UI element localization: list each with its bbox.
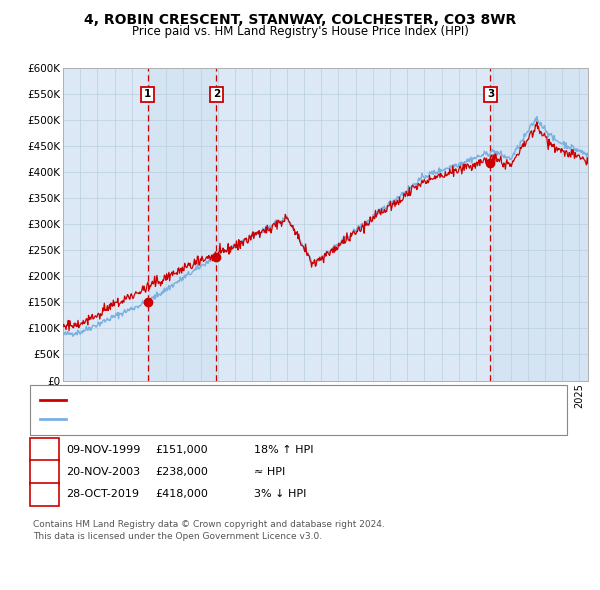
Text: 28-OCT-2019: 28-OCT-2019	[67, 490, 140, 499]
Text: HPI: Average price, detached house, Colchester: HPI: Average price, detached house, Colc…	[70, 415, 319, 424]
Text: Contains HM Land Registry data © Crown copyright and database right 2024.: Contains HM Land Registry data © Crown c…	[33, 520, 385, 529]
Text: 4, ROBIN CRESCENT, STANWAY, COLCHESTER, CO3 8WR (detached house): 4, ROBIN CRESCENT, STANWAY, COLCHESTER, …	[70, 395, 458, 405]
Bar	[490, 68, 588, 381]
Text: ≈ HPI: ≈ HPI	[254, 467, 285, 477]
Text: This data is licensed under the Open Government Licence v3.0.: This data is licensed under the Open Gov…	[33, 532, 322, 541]
Text: 09-NOV-1999: 09-NOV-1999	[67, 445, 141, 454]
Text: 3: 3	[41, 490, 48, 499]
Text: £151,000: £151,000	[155, 445, 208, 454]
Text: £418,000: £418,000	[155, 490, 208, 499]
Text: 2: 2	[41, 467, 48, 477]
Text: 20-NOV-2003: 20-NOV-2003	[67, 467, 141, 477]
Text: £238,000: £238,000	[155, 467, 208, 477]
Text: 18% ↑ HPI: 18% ↑ HPI	[254, 445, 313, 454]
Text: 1: 1	[41, 445, 48, 454]
Text: 3% ↓ HPI: 3% ↓ HPI	[254, 490, 306, 499]
Text: 4, ROBIN CRESCENT, STANWAY, COLCHESTER, CO3 8WR: 4, ROBIN CRESCENT, STANWAY, COLCHESTER, …	[84, 13, 516, 27]
Text: 1: 1	[144, 90, 151, 100]
Bar	[148, 68, 217, 381]
Text: Price paid vs. HM Land Registry's House Price Index (HPI): Price paid vs. HM Land Registry's House …	[131, 25, 469, 38]
Text: 2: 2	[213, 90, 220, 100]
Text: 3: 3	[487, 90, 494, 100]
